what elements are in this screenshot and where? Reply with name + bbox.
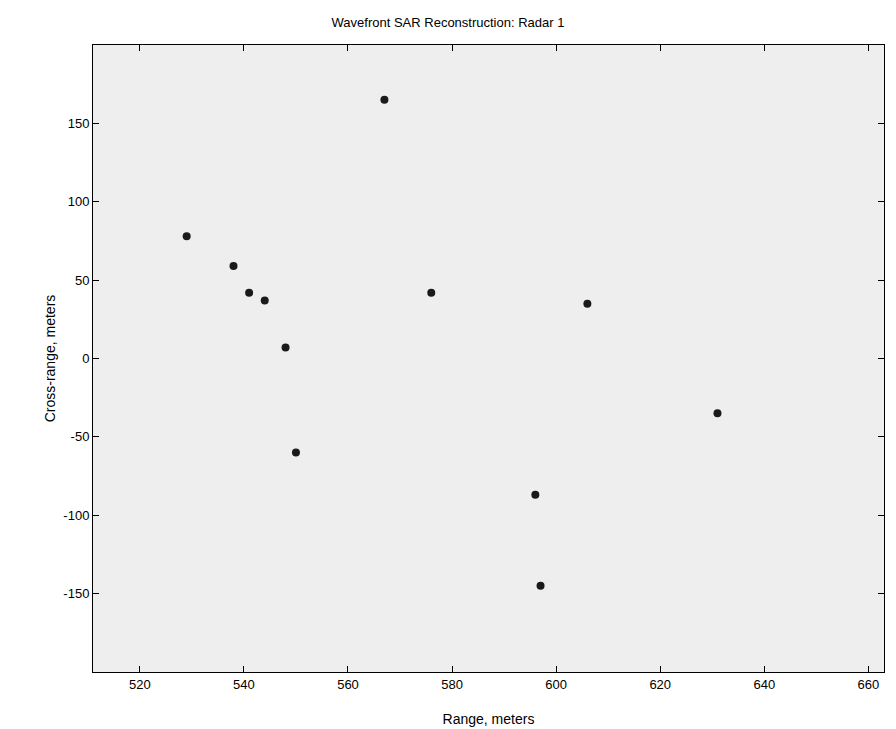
svg-text:-50: -50	[71, 429, 90, 444]
svg-text:Cross-range, meters: Cross-range, meters	[42, 295, 58, 423]
svg-text:540: 540	[233, 677, 255, 692]
svg-text:600: 600	[545, 677, 567, 692]
svg-text:620: 620	[649, 677, 671, 692]
svg-text:Wavefront SAR Reconstruction:: Wavefront SAR Reconstruction: Radar 1	[332, 15, 565, 30]
svg-text:640: 640	[753, 677, 775, 692]
svg-text:660: 660	[858, 677, 880, 692]
svg-text:-100: -100	[63, 508, 89, 523]
svg-text:580: 580	[441, 677, 463, 692]
svg-text:Range, meters: Range, meters	[443, 711, 535, 727]
svg-text:-150: -150	[63, 586, 89, 601]
svg-text:100: 100	[68, 194, 90, 209]
svg-text:150: 150	[68, 116, 90, 131]
svg-text:560: 560	[337, 677, 359, 692]
svg-text:520: 520	[129, 677, 151, 692]
svg-text:0: 0	[82, 351, 89, 366]
svg-text:50: 50	[75, 273, 89, 288]
